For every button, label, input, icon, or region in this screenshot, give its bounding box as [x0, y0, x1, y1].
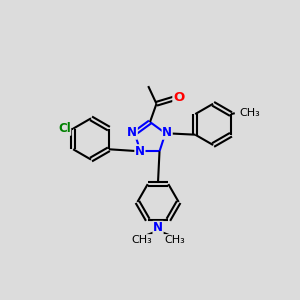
Text: CH₃: CH₃ — [131, 235, 152, 245]
Text: N: N — [153, 221, 163, 234]
Text: N: N — [135, 145, 145, 158]
Text: Cl: Cl — [58, 122, 71, 135]
Text: CH₃: CH₃ — [240, 108, 260, 118]
Text: N: N — [162, 126, 172, 139]
Text: O: O — [173, 92, 184, 104]
Text: CH₃: CH₃ — [164, 235, 185, 245]
Text: N: N — [127, 126, 137, 139]
